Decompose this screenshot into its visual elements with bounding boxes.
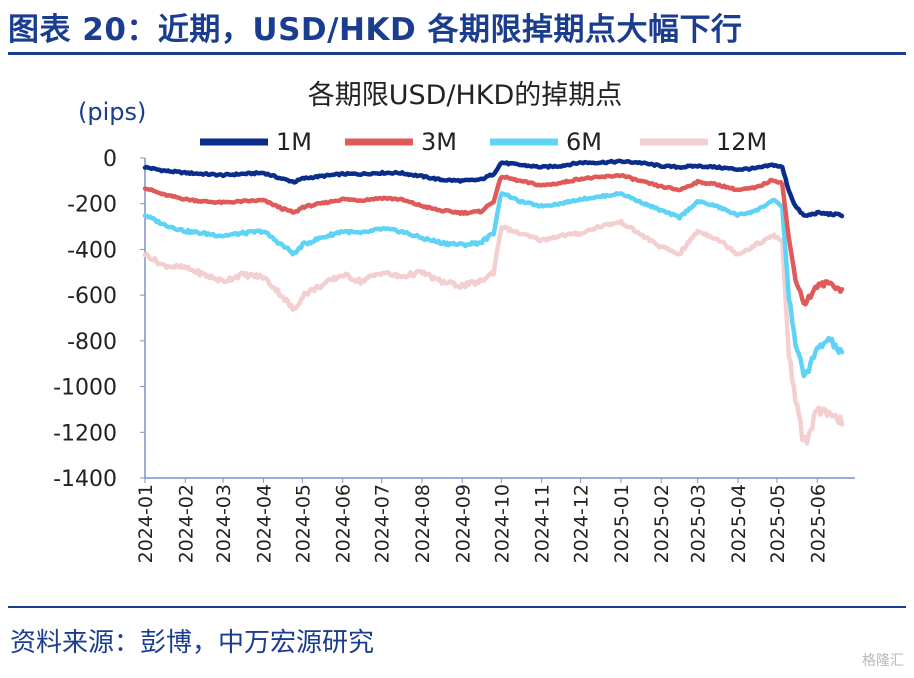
y-tick-label: -800 — [67, 330, 117, 355]
legend-label-3m: 3M — [421, 128, 457, 156]
x-tick-label: 2024-11 — [532, 484, 554, 563]
x-tick-label: 2024-05 — [292, 484, 314, 563]
x-tick-label: 2024-12 — [571, 484, 593, 563]
y-tick-label: -200 — [67, 193, 117, 218]
title-divider — [8, 52, 906, 55]
x-tick-label: 2024-06 — [333, 484, 355, 563]
source-note: 资料来源：彭博，中万宏源研究 — [10, 628, 375, 658]
x-tick-label: 2025-05 — [767, 484, 789, 563]
figure-title: 图表 20：近期，USD/HKD 各期限掉期点大幅下行 — [8, 12, 743, 48]
x-axis-ticks: 2024-01 2024-02 2024-03 2024-04 2024-05 2024-… — [135, 478, 829, 563]
x-tick-label: 2024-02 — [175, 484, 197, 563]
swap-points-chart: 各期限USD/HKD的掉期点 (pips) 1M 3M 6M 12M 0 -200 -40… — [53, 80, 855, 563]
series-line-3m — [142, 172, 845, 307]
series-line-1m — [142, 158, 845, 219]
x-tick-label: 2024-10 — [491, 484, 513, 563]
y-tick-label: -400 — [67, 238, 117, 263]
series-lines — [142, 158, 845, 446]
legend-label-1m: 1M — [276, 128, 312, 156]
y-tick-label: -1400 — [53, 467, 117, 492]
x-tick-label: 2025-01 — [611, 484, 633, 563]
y-tick-label: 0 — [103, 147, 117, 172]
x-tick-label: 2025-04 — [728, 484, 750, 563]
footer-divider — [8, 606, 906, 608]
x-tick-label: 2024-01 — [135, 484, 157, 563]
legend-label-12m: 12M — [716, 128, 767, 156]
x-tick-label: 2024-07 — [372, 484, 394, 563]
legend: 1M 3M 6M 12M — [200, 128, 767, 156]
x-tick-label: 2024-08 — [412, 484, 434, 563]
watermark-logo: 格隆汇 — [862, 653, 904, 669]
y-tick-label: -1200 — [53, 421, 117, 446]
y-tick-label: -600 — [67, 284, 117, 309]
x-tick-label: 2025-06 — [807, 484, 829, 563]
x-tick-label: 2024-03 — [213, 484, 235, 563]
legend-label-6m: 6M — [566, 128, 602, 156]
series-line-6m — [142, 191, 845, 379]
y-axis-ticks: 0 -200 -400 -600 -800 -1000 -1200 -1400 — [53, 147, 145, 492]
x-tick-label: 2025-03 — [688, 484, 710, 563]
chart-title: 各期限USD/HKD的掉期点 — [308, 80, 623, 111]
x-tick-label: 2024-09 — [452, 484, 474, 563]
x-tick-label: 2024-04 — [253, 484, 275, 563]
series-line-12m — [142, 218, 845, 446]
x-tick-label: 2025-02 — [651, 484, 673, 563]
y-tick-label: -1000 — [53, 376, 117, 401]
y-axis-unit-label: (pips) — [78, 98, 146, 126]
